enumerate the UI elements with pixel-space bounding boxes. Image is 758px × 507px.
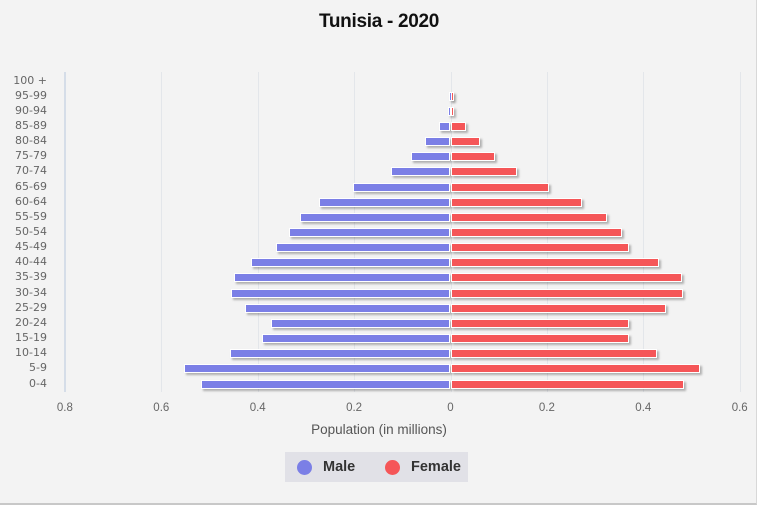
y-tick-label: 50-54 — [15, 225, 47, 238]
female-bar[interactable] — [450, 212, 607, 222]
male-bar[interactable] — [352, 182, 451, 192]
y-tick-label: 85-89 — [15, 118, 47, 132]
female-bar[interactable] — [450, 288, 684, 298]
male-bar[interactable] — [425, 137, 451, 147]
x-tick-label: 0.6 — [731, 402, 748, 414]
female-bar[interactable] — [450, 273, 683, 283]
y-tick-label: 90-94 — [15, 103, 47, 117]
female-bar[interactable] — [450, 303, 667, 313]
female-bar[interactable] — [450, 334, 630, 344]
y-tick-label: 70-74 — [15, 164, 47, 178]
y-tick-label: 20-24 — [15, 315, 47, 329]
female-bar[interactable] — [450, 106, 455, 116]
male-bar[interactable] — [251, 258, 451, 268]
y-tick-label: 10-14 — [15, 346, 47, 360]
legend: Male Female — [285, 452, 468, 482]
x-tick-label: 0.2 — [346, 402, 363, 414]
y-tick-label: 65-69 — [15, 179, 47, 193]
male-bar[interactable] — [390, 167, 451, 177]
male-bar[interactable] — [299, 212, 451, 222]
x-tick-label: 0.6 — [153, 402, 170, 414]
x-tick-label: 0.4 — [249, 402, 266, 414]
female-bar[interactable] — [450, 318, 630, 328]
y-tick-label: 100 + — [13, 73, 47, 87]
male-bar[interactable] — [439, 121, 451, 131]
y-tick-label: 40-44 — [15, 255, 47, 269]
gridline — [258, 72, 259, 392]
legend-label-female: Female — [411, 459, 461, 475]
y-tick-label: 25-29 — [15, 300, 47, 314]
y-tick-label: 95-99 — [15, 88, 47, 102]
male-bar[interactable] — [289, 228, 451, 237]
y-tick-label: 0-4 — [29, 376, 47, 390]
y-axis-line — [64, 72, 66, 392]
x-tick-label: 0.4 — [635, 402, 652, 414]
female-bar[interactable] — [450, 379, 685, 389]
y-tick-label: 15-19 — [15, 331, 47, 345]
male-bar[interactable] — [230, 288, 451, 298]
female-dot-icon — [385, 459, 400, 475]
legend-item-female[interactable]: Female — [385, 452, 461, 482]
female-bar[interactable] — [450, 167, 517, 177]
male-bar[interactable] — [201, 379, 451, 389]
male-bar[interactable] — [184, 364, 451, 374]
female-bar[interactable] — [450, 349, 658, 359]
y-tick-label: 75-79 — [15, 149, 47, 163]
male-bar[interactable] — [270, 318, 451, 328]
male-bar[interactable] — [411, 152, 451, 162]
y-tick-label: 5-9 — [29, 361, 47, 375]
gridline — [161, 72, 162, 392]
legend-label-male: Male — [323, 459, 356, 475]
female-bar[interactable] — [450, 182, 550, 192]
male-bar[interactable] — [447, 106, 451, 116]
male-bar[interactable] — [229, 349, 451, 359]
y-tick-label: 30-34 — [15, 285, 47, 299]
x-tick-label: 0 — [447, 402, 454, 414]
y-tick-label: 60-64 — [15, 194, 47, 208]
male-bar[interactable] — [261, 334, 451, 344]
female-bar[interactable] — [450, 258, 659, 268]
y-tick-label: 35-39 — [15, 270, 47, 284]
male-bar[interactable] — [233, 273, 451, 283]
male-bar[interactable] — [276, 243, 451, 253]
female-bar[interactable] — [450, 137, 481, 147]
female-bar[interactable] — [450, 121, 467, 131]
male-dot-icon — [297, 459, 312, 475]
x-tick-label: 0.2 — [538, 402, 555, 414]
female-bar[interactable] — [450, 364, 700, 374]
male-bar[interactable] — [244, 303, 451, 313]
x-axis-title: Population (in millions) — [311, 422, 447, 437]
gridline — [643, 72, 644, 392]
y-tick-label: 55-59 — [15, 209, 47, 223]
female-bar[interactable] — [450, 91, 454, 101]
x-tick-label: 0.8 — [56, 402, 73, 414]
legend-item-male[interactable]: Male — [297, 452, 355, 482]
female-bar[interactable] — [450, 152, 496, 162]
y-tick-label: 80-84 — [15, 134, 47, 148]
male-bar[interactable] — [319, 197, 451, 207]
chart-title: Tunisia - 2020 — [318, 11, 440, 32]
gridline — [740, 72, 741, 392]
y-tick-label: 45-49 — [15, 240, 47, 254]
female-bar[interactable] — [450, 228, 622, 237]
female-bar[interactable] — [450, 243, 630, 253]
female-bar[interactable] — [450, 197, 582, 207]
